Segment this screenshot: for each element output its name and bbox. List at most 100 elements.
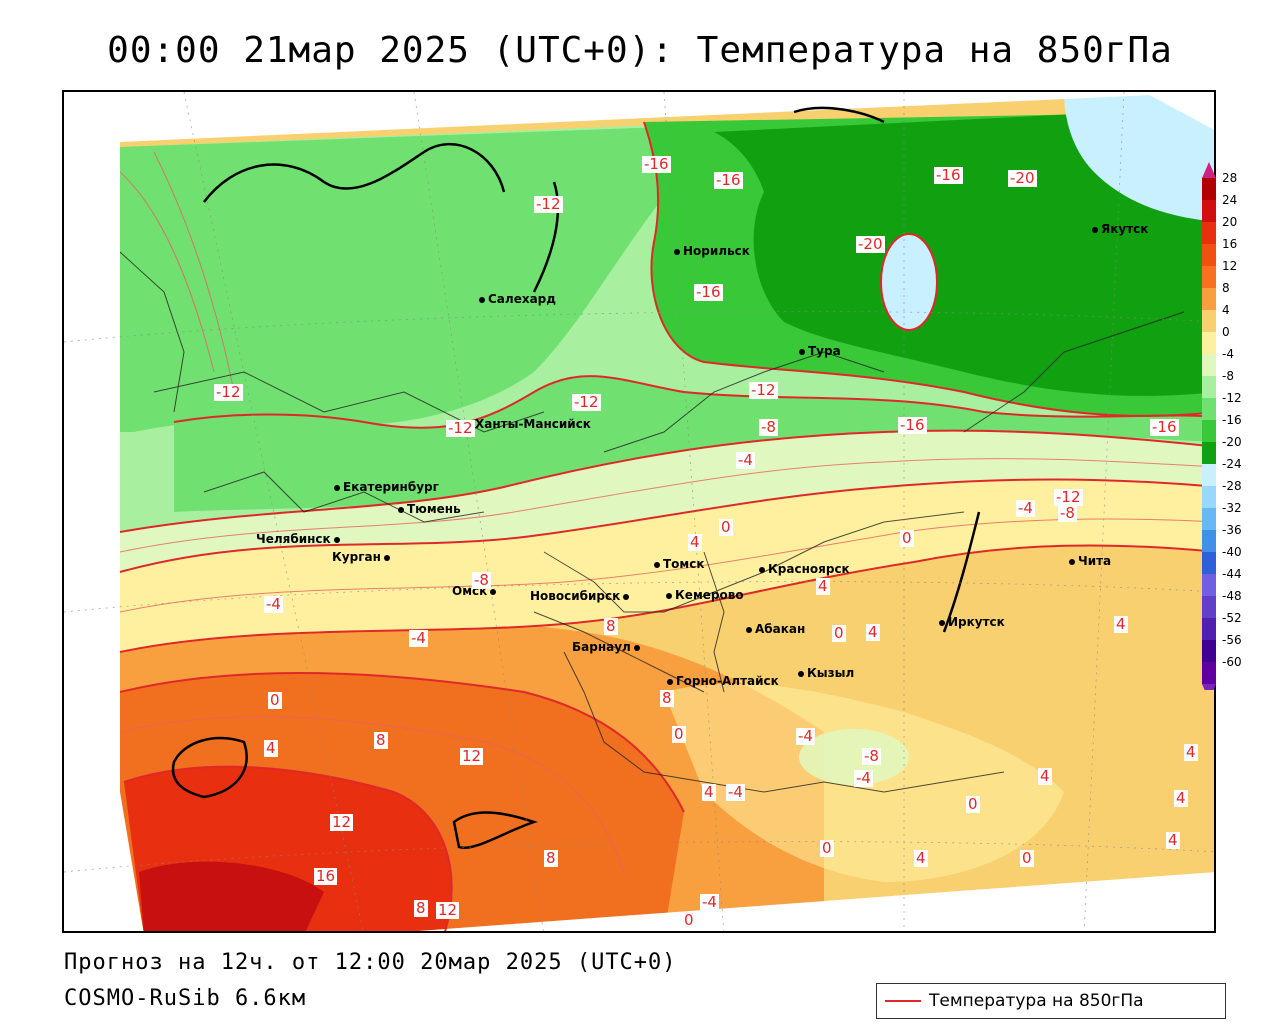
city-marker-icon — [798, 670, 804, 677]
colorbar-tick-label: -28 — [1222, 479, 1242, 493]
colorbar-swatch — [1202, 662, 1216, 684]
colorbar-swatch — [1202, 530, 1216, 552]
isotherm-label: 4 — [264, 739, 278, 757]
colorbar-swatch — [1202, 244, 1216, 266]
isotherm-label: 8 — [604, 617, 618, 635]
isotherm-label: 4 — [1038, 767, 1052, 785]
isotherm-label: -4 — [854, 769, 873, 787]
map-title: 00:00 21мар 2025 (UTC+0): Температура на… — [107, 30, 1173, 71]
city-marker-icon — [666, 592, 672, 599]
isotherm-line-icon — [885, 1000, 921, 1002]
colorbar-swatch — [1202, 640, 1216, 662]
isotherm-label: 0 — [900, 529, 914, 547]
colorbar-bottom-arrow — [1202, 684, 1216, 690]
isotherm-label: 4 — [702, 783, 716, 801]
colorbar-tick-label: -32 — [1222, 501, 1242, 515]
colorbar-top-arrow — [1202, 162, 1216, 178]
isotherm-label: 0 — [966, 795, 980, 813]
city-chita: Чита — [1069, 554, 1111, 568]
colorbar-tick-label: -56 — [1222, 633, 1242, 647]
colorbar-swatch — [1202, 354, 1216, 376]
isotherm-label: 8 — [660, 689, 674, 707]
city-marker-icon — [1069, 558, 1075, 565]
colorbar-tick-label: -24 — [1222, 457, 1242, 471]
colorbar-swatch — [1202, 398, 1216, 420]
isotherm-label: 0 — [832, 624, 846, 642]
city-chelyabinsk: Челябинск — [256, 532, 343, 546]
isotherm-label: -8 — [472, 571, 491, 589]
city-marker-icon — [383, 554, 390, 561]
city-marker-icon — [799, 348, 805, 355]
city-norilsk: Норильск — [674, 244, 750, 258]
city-marker-icon — [490, 588, 497, 595]
isotherm-label: -12 — [749, 381, 778, 399]
isotherm-label: -16 — [898, 416, 927, 434]
colorbar-swatch — [1202, 618, 1216, 640]
isotherm-label: -12 — [214, 383, 243, 401]
city-marker-icon — [479, 296, 485, 303]
isotherm-label: -16 — [714, 171, 743, 189]
temperature-field — [64, 92, 1214, 931]
colorbar-tick-label: -16 — [1222, 413, 1242, 427]
city-marker-icon — [746, 626, 752, 633]
isotherm-label: -16 — [694, 283, 723, 301]
colorbar-swatch — [1202, 464, 1216, 486]
city-gorno-altaysk: Горно-Алтайск — [667, 674, 779, 688]
city-marker-icon — [1092, 226, 1098, 233]
colorbar-tick-label: -44 — [1222, 567, 1242, 581]
colorbar-swatch — [1202, 332, 1216, 354]
colorbar-tick-label: -40 — [1222, 545, 1242, 559]
isotherm-label: -4 — [1016, 499, 1035, 517]
isotherm-label: -4 — [726, 783, 745, 801]
city-yakutsk: Якутск — [1092, 222, 1148, 236]
city-khanty-mansiysk: Ханты-Мансийск — [466, 417, 591, 431]
colorbar-swatch — [1202, 486, 1216, 508]
city-tomsk: Томск — [654, 557, 705, 571]
isotherm-label: 0 — [820, 839, 834, 857]
isotherm-label: -16 — [642, 155, 671, 173]
colorbar-tick-label: 8 — [1222, 281, 1230, 295]
isotherm-label: 4 — [1174, 789, 1188, 807]
city-abakan: Абакан — [746, 622, 805, 636]
isotherm-label: 16 — [314, 867, 338, 885]
colorbar-tick-label: -12 — [1222, 391, 1242, 405]
map-area: Якутск Норильск Салехард Тура Ханты-Манс… — [62, 90, 1216, 933]
colorbar-swatch — [1202, 310, 1216, 332]
isotherm-label: 4 — [1114, 615, 1128, 633]
isotherm-label: 0 — [719, 518, 733, 536]
colorbar-tick-label: 24 — [1222, 193, 1237, 207]
isotherm-label: 0 — [672, 725, 686, 743]
colorbar-tick-label: 16 — [1222, 237, 1237, 251]
isotherm-label: 4 — [914, 849, 928, 867]
colorbar-tick-label: -8 — [1222, 369, 1234, 383]
city-salekhard: Салехард — [479, 292, 556, 306]
city-marker-icon — [674, 248, 680, 255]
colorbar-swatch — [1202, 376, 1216, 398]
isotherm-label: -12 — [446, 419, 475, 437]
city-krasnoyarsk: Красноярск — [759, 562, 850, 576]
isotherm-label: -12 — [534, 195, 563, 213]
city-novosibirsk: Новосибирск — [530, 589, 632, 603]
city-marker-icon — [654, 561, 660, 568]
isotherm-label: 4 — [866, 623, 880, 641]
colorbar-tick-label: -4 — [1222, 347, 1234, 361]
isotherm-label: -4 — [736, 451, 755, 469]
city-marker-icon — [939, 619, 945, 626]
isotherm-label: 0 — [1020, 849, 1034, 867]
colorbar-swatch — [1202, 596, 1216, 618]
city-tyumen: Тюмень — [398, 502, 461, 516]
isotherm-label: -4 — [700, 893, 719, 911]
isotherm-label: 12 — [460, 747, 484, 765]
colorbar-tick-label: 4 — [1222, 303, 1230, 317]
isotherm-label: -12 — [1054, 488, 1083, 506]
colorbar-swatch — [1202, 222, 1216, 244]
colorbar-swatch — [1202, 552, 1216, 574]
colorbar-tick-label: 0 — [1222, 325, 1230, 339]
city-yekaterinburg: Екатеринбург — [334, 480, 439, 494]
model-name: COSMO-RuSib 6.6км — [64, 986, 307, 1011]
colorbar: 28 24 20 16 12 8 4 0 -4 -8 -12 -16 -20 -24 -28 -32 -36 -4… — [1202, 162, 1242, 690]
isotherm-label: 0 — [268, 691, 282, 709]
city-kemerovo: Кемерово — [666, 588, 744, 602]
isotherm-label: -20 — [1008, 169, 1037, 187]
colorbar-tick-label: -52 — [1222, 611, 1242, 625]
